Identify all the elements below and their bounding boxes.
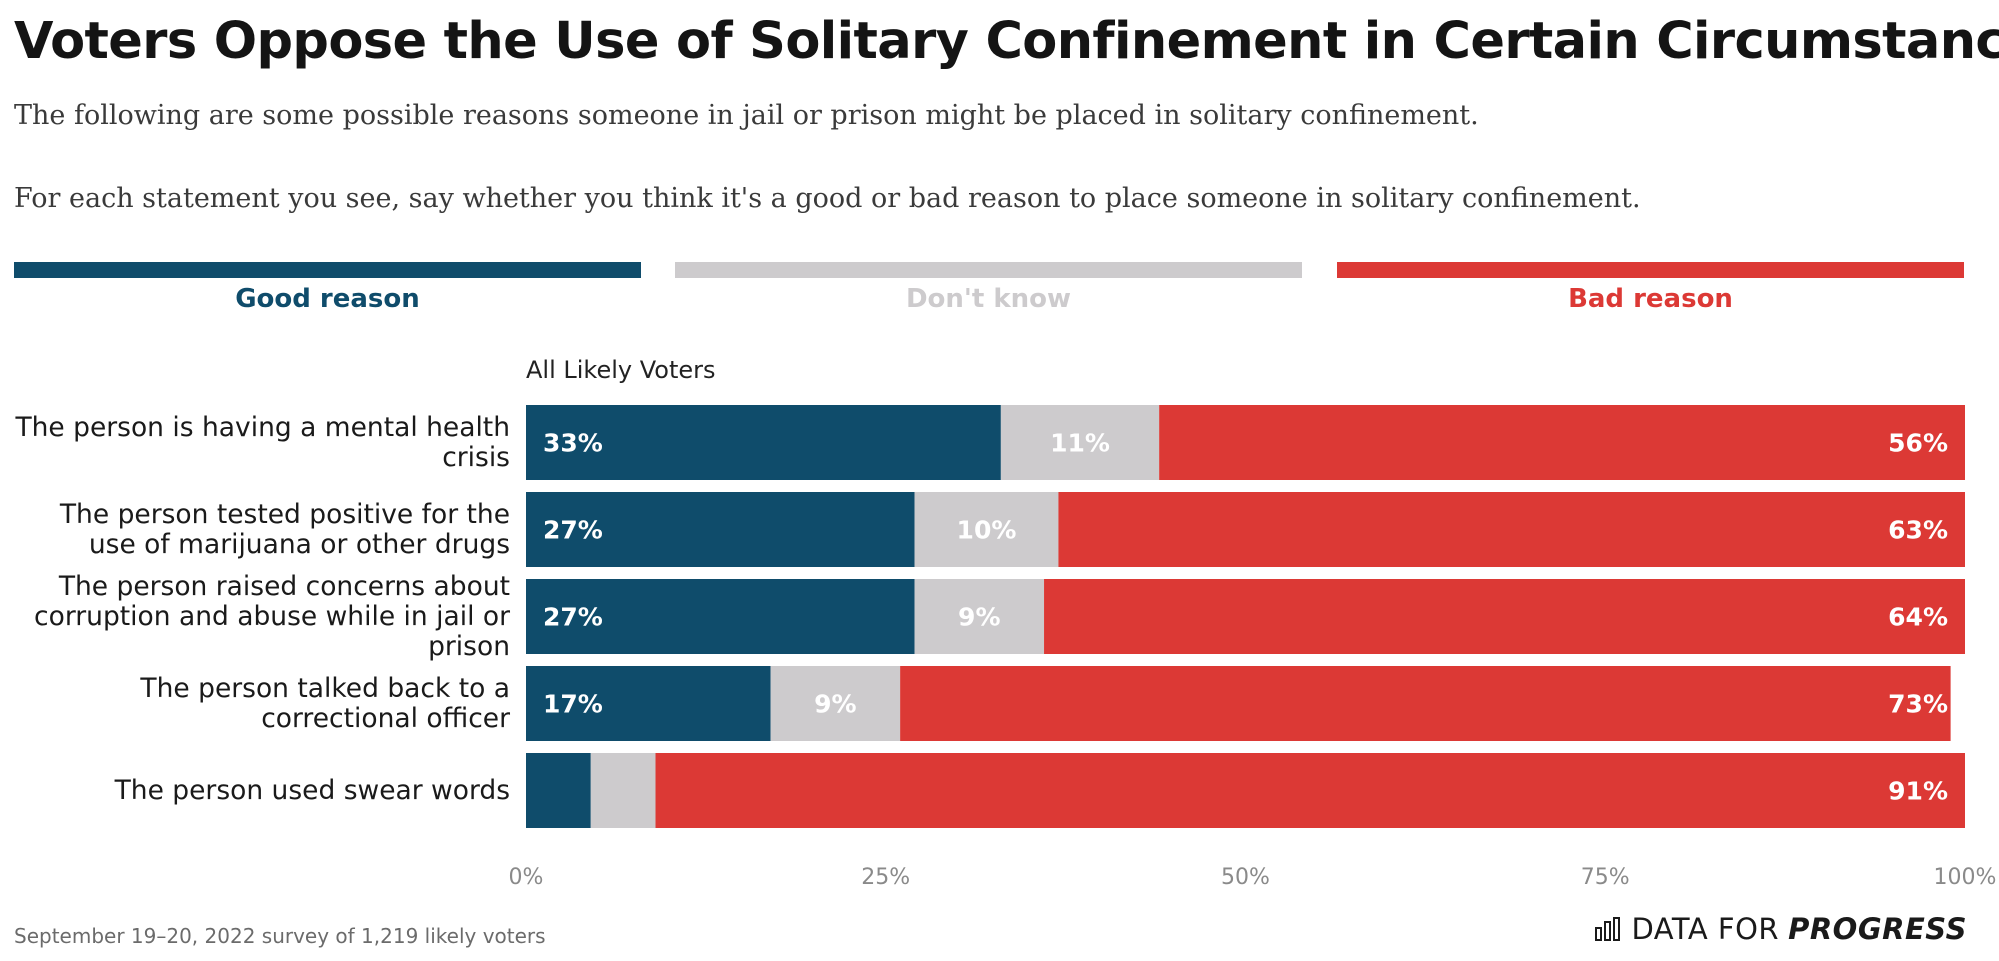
legend-label-bad-reason: Bad reason <box>1568 284 1733 314</box>
data-label-bad-reason-row-1: 56% <box>1888 429 1948 458</box>
category-label-line: The person raised concerns about <box>58 570 510 602</box>
bar-bad-reason-row-2 <box>1058 492 1965 567</box>
category-label-line: The person used swear words <box>114 774 510 806</box>
x-tick-label: 100% <box>1934 865 1997 890</box>
bar-bad-reason-row-3 <box>1044 579 1965 654</box>
category-label-line: crisis <box>442 441 510 473</box>
bar-don-t-know-row-4 <box>770 666 901 741</box>
data-label-don-t-know-row-1: 11% <box>1050 429 1110 458</box>
category-label-line: corruption and abuse while in jail or <box>34 600 510 632</box>
bar-bad-reason-row-1 <box>1159 405 1965 480</box>
legend-label-good-reason: Good reason <box>235 284 420 314</box>
legend-swatch-dont-know <box>675 262 1302 278</box>
bar-don-t-know-row-3 <box>914 579 1045 654</box>
stacked-bar-chart: 33% 11% 56% 27% 10% 63% 27% 9% 64% 17% 9% 73% 91% 0% 2… <box>509 405 1997 890</box>
category-label-line: correctional officer <box>261 702 510 734</box>
data-label-good-reason-row-4: 17% <box>543 690 603 719</box>
data-label-good-reason-row-2: 27% <box>543 516 603 545</box>
legend-swatch-good-reason <box>14 262 641 278</box>
x-tick-label: 25% <box>861 865 910 890</box>
data-label-bad-reason-row-3: 64% <box>1888 603 1948 632</box>
brand-text-bold: PROGRESS <box>1788 912 1967 946</box>
category-label-line: The person talked back to a <box>140 672 510 704</box>
data-label-don-t-know-row-3: 9% <box>958 603 1000 632</box>
chart-subtitle-line-2: For each statement you see, say whether … <box>14 183 1641 214</box>
data-label-bad-reason-row-4: 73% <box>1888 690 1948 719</box>
bar-bad-reason-row-5 <box>655 753 1965 828</box>
category-label-row-3: The person raised concerns about corrupti… <box>10 570 510 662</box>
legend-label-dont-know: Don't know <box>905 284 1072 314</box>
brand-logo: DATA FOR PROGRESS <box>1595 912 1967 946</box>
category-label-line: use of marijuana or other drugs <box>88 528 510 560</box>
bar-don-t-know-row-1 <box>1000 405 1160 480</box>
category-label-line: The person is having a mental health <box>15 411 510 443</box>
bar-bad-reason-row-4 <box>900 666 1951 741</box>
x-tick-label: 50% <box>1221 865 1270 890</box>
bar-good-reason-row-4 <box>526 666 771 741</box>
data-label-don-t-know-row-4: 9% <box>814 690 856 719</box>
bar-good-reason-row-2 <box>526 492 915 567</box>
bar-don-t-know-row-5 <box>590 753 656 828</box>
bar-good-reason-row-5 <box>526 753 591 828</box>
data-label-bad-reason-row-5: 91% <box>1888 777 1948 806</box>
survey-note: September 19–20, 2022 survey of 1,219 li… <box>14 924 546 948</box>
group-label: All Likely Voters <box>526 356 716 384</box>
category-label-line: prison <box>428 630 510 662</box>
bar-don-t-know-row-2 <box>914 492 1059 567</box>
data-label-good-reason-row-3: 27% <box>543 603 603 632</box>
category-label-row-4: The person talked back to a correctional … <box>10 672 510 734</box>
category-label-line: The person tested positive for the <box>59 498 510 530</box>
data-label-bad-reason-row-2: 63% <box>1888 516 1948 545</box>
category-label-row-5: The person used swear words <box>10 774 510 806</box>
data-label-good-reason-row-1: 33% <box>543 429 603 458</box>
data-label-don-t-know-row-2: 10% <box>957 516 1017 545</box>
category-label-row-1: The person is having a mental health cris… <box>10 411 510 473</box>
category-label-row-2: The person tested positive for the use of… <box>10 498 510 560</box>
x-tick-label: 0% <box>509 865 544 890</box>
bar-good-reason-row-3 <box>526 579 915 654</box>
legend-swatch-bad-reason <box>1337 262 1964 278</box>
x-tick-label: 75% <box>1581 865 1630 890</box>
brand-text-regular: DATA FOR <box>1631 912 1780 946</box>
chart-subtitle-line-1: The following are some possible reasons … <box>14 100 1479 131</box>
bar-chart-icon <box>1595 917 1621 941</box>
chart-title: Voters Oppose the Use of Solitary Confin… <box>14 12 1999 71</box>
bar-good-reason-row-1 <box>526 405 1001 480</box>
